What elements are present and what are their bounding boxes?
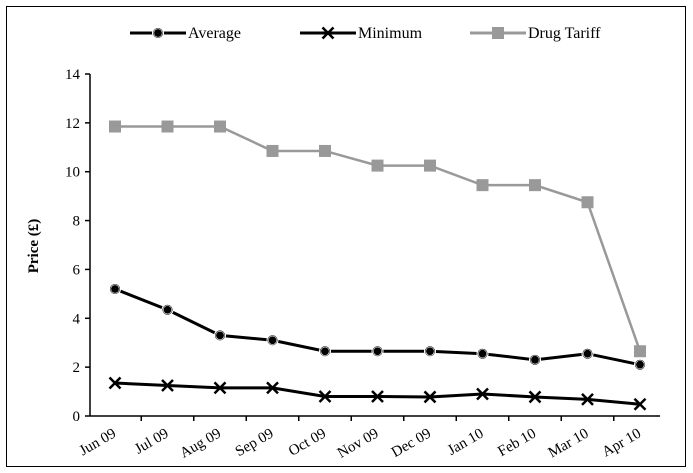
data-point-minimum xyxy=(161,379,174,392)
series-drug-tariff xyxy=(109,120,646,358)
y-tick-label: 8 xyxy=(73,214,81,230)
x-tick-label: Sep 09 xyxy=(233,426,277,460)
data-point-average-inner xyxy=(635,360,645,370)
data-point-minimum xyxy=(528,390,542,404)
data-point-drug-tariff xyxy=(109,120,121,133)
legend-label-drug-tariff: Drug Tariff xyxy=(528,25,601,42)
data-point-drug-tariff xyxy=(371,159,384,172)
legend-item-average: Average xyxy=(130,25,241,42)
data-point-average-inner xyxy=(477,349,487,359)
x-tick-label: Oct 09 xyxy=(286,426,329,460)
data-point-drug-tariff xyxy=(424,159,436,172)
data-point-average-inner xyxy=(372,346,382,356)
series-average xyxy=(109,282,646,371)
legend-label-minimum: Minimum xyxy=(358,25,423,42)
data-point-average-inner xyxy=(110,284,120,294)
chart-frame xyxy=(6,6,686,467)
data-point-average-inner xyxy=(267,335,277,345)
data-point-minimum xyxy=(633,397,647,411)
x-tick-label: Apr 10 xyxy=(600,426,644,461)
legend-marker-minimum xyxy=(321,26,335,40)
y-tick-label: 0 xyxy=(73,409,81,425)
legend-marker-average-inner xyxy=(153,28,163,38)
data-point-average-inner xyxy=(215,330,225,340)
y-tick-label: 2 xyxy=(73,360,81,376)
data-point-average-inner xyxy=(582,349,592,359)
data-point-minimum xyxy=(371,390,384,403)
y-tick-label: 4 xyxy=(73,311,81,327)
series xyxy=(108,120,647,411)
data-point-average-inner xyxy=(530,355,540,365)
data-point-minimum xyxy=(476,387,489,401)
x-tick-label: Feb 10 xyxy=(495,426,539,460)
x-tick-label: Nov 09 xyxy=(335,426,382,462)
legend: Average Minimum Drug Tariff xyxy=(130,25,601,42)
data-point-drug-tariff xyxy=(319,144,331,157)
y-tick-label: 12 xyxy=(65,116,80,132)
legend-marker-drug-tariff xyxy=(492,27,504,39)
x-tick-label: Mar 10 xyxy=(546,426,592,462)
data-point-drug-tariff xyxy=(634,345,646,358)
data-point-drug-tariff xyxy=(476,179,489,192)
data-point-average-inner xyxy=(425,346,435,356)
x-tick-label: Jul 09 xyxy=(132,426,171,458)
legend-item-minimum: Minimum xyxy=(300,25,423,42)
data-point-minimum xyxy=(266,381,279,395)
data-point-drug-tariff xyxy=(581,196,594,209)
x-tick-label: Jan 10 xyxy=(445,426,487,459)
data-point-drug-tariff xyxy=(214,120,226,133)
y-tick-label: 6 xyxy=(73,262,81,278)
data-point-drug-tariff xyxy=(529,179,541,192)
data-point-drug-tariff xyxy=(266,144,279,157)
series-line-minimum xyxy=(114,381,641,406)
series-minimum xyxy=(108,376,647,411)
x-tick-label: Aug 09 xyxy=(177,426,224,462)
legend-label-average: Average xyxy=(188,25,241,42)
data-point-minimum xyxy=(581,393,594,406)
legend-item-drug-tariff: Drug Tariff xyxy=(470,25,601,42)
y-tick-label: 14 xyxy=(65,67,81,83)
data-point-minimum xyxy=(108,376,122,390)
y-tick-label: 10 xyxy=(65,165,80,181)
x-tick-label: Dec 09 xyxy=(389,426,434,461)
data-point-minimum xyxy=(423,390,437,404)
x-tick-label: Jun 09 xyxy=(77,426,119,460)
data-point-average-inner xyxy=(320,346,330,356)
data-point-drug-tariff xyxy=(161,120,174,133)
y-axis-label: Price (£) xyxy=(26,219,42,274)
data-point-minimum xyxy=(213,381,227,395)
data-point-minimum xyxy=(318,390,332,403)
data-point-average-inner xyxy=(163,305,173,315)
